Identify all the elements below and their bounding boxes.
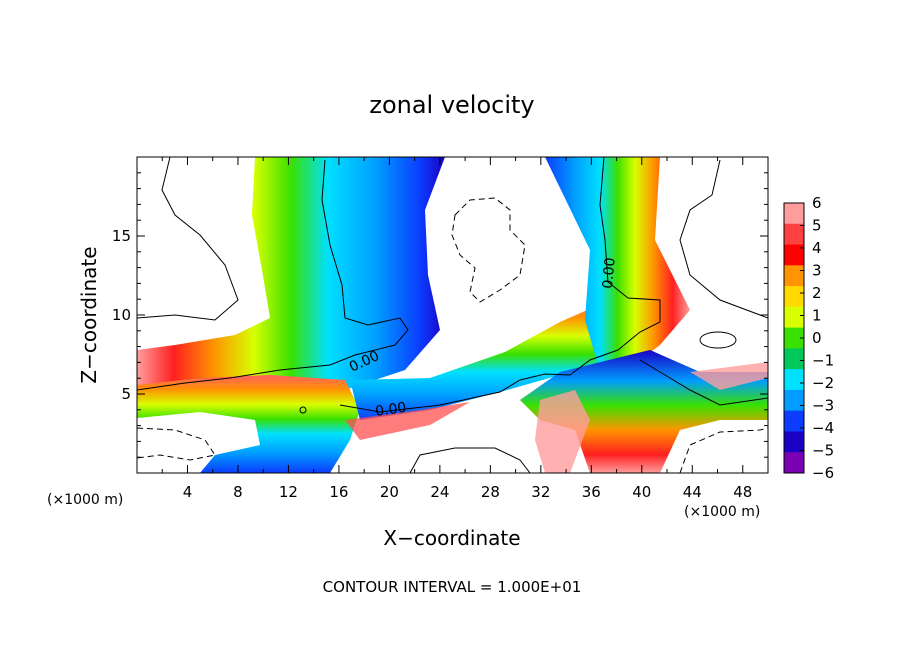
colorbar-tick-label: −3 bbox=[812, 397, 834, 415]
colorbar-tick-label: −6 bbox=[812, 464, 834, 482]
x-tick-label: 44 bbox=[683, 483, 702, 501]
x-tick-label: 28 bbox=[481, 483, 500, 501]
chart-title: zonal velocity bbox=[369, 91, 534, 119]
field-band-left-jet bbox=[137, 157, 445, 412]
x-tick-label: 20 bbox=[380, 483, 399, 501]
x-unit-label: (×1000 m) bbox=[684, 504, 760, 520]
colorbar-tick-label: 5 bbox=[812, 217, 822, 235]
velocity-field bbox=[137, 157, 768, 473]
colorbar: 6 5 4 3 2 1 0 −1 −2 −3 −4 −5 −6 bbox=[783, 194, 834, 482]
x-axis-title: X−coordinate bbox=[383, 526, 520, 550]
y-axis-title: Z−coordinate bbox=[77, 246, 101, 383]
colorbar-swatch bbox=[784, 431, 804, 453]
colorbar-swatch bbox=[784, 410, 804, 432]
colorbar-swatch bbox=[784, 286, 804, 308]
field-band-lower-left bbox=[137, 375, 360, 473]
colorbar-swatch bbox=[784, 223, 804, 246]
x-tick-label: 8 bbox=[233, 483, 243, 501]
contour-loop-small bbox=[299, 406, 307, 414]
contour-solid-topleft bbox=[137, 157, 239, 321]
field-band-right-jet bbox=[545, 157, 690, 372]
x-tick-label: 32 bbox=[531, 483, 550, 501]
contour-dashed-lowerright bbox=[679, 427, 768, 473]
colorbar-tick-label: 2 bbox=[812, 284, 822, 302]
colorbar-swatch bbox=[784, 327, 804, 349]
colorbar-swatch bbox=[784, 389, 804, 412]
contour-dashed-lowerleft bbox=[137, 427, 216, 461]
y-tick-label: 15 bbox=[112, 227, 131, 245]
field-band-bottom-left bbox=[535, 390, 590, 473]
field-band-bottom-red bbox=[345, 402, 470, 440]
x-tick-label: 4 bbox=[183, 483, 193, 501]
colorbar-tick-label: 4 bbox=[812, 239, 822, 257]
field-band-central bbox=[350, 300, 660, 420]
contour-zero-right bbox=[639, 359, 768, 406]
colorbar-tick-label: −1 bbox=[812, 352, 834, 370]
x-tick-label: 48 bbox=[733, 483, 752, 501]
colorbar-tick-label: 1 bbox=[812, 307, 822, 325]
y-unit-label: (×1000 m) bbox=[47, 492, 123, 508]
colorbar-swatch bbox=[784, 348, 804, 370]
contour-interval-note: CONTOUR INTERVAL = 1.000E+01 bbox=[323, 578, 582, 596]
y-axis-ticks: 5 10 15 bbox=[112, 172, 768, 458]
contour-solid-topright bbox=[679, 159, 768, 319]
contour-zero-left-jet bbox=[137, 159, 409, 391]
x-tick-label: 12 bbox=[279, 483, 298, 501]
colorbar-tick-label: −2 bbox=[812, 374, 834, 392]
colorbar-swatch bbox=[784, 452, 804, 474]
field-band-right-tail bbox=[690, 362, 768, 390]
x-tick-label: 24 bbox=[430, 483, 449, 501]
x-tick-label: 36 bbox=[582, 483, 601, 501]
contour-label: 0.00 bbox=[374, 400, 407, 420]
colorbar-swatch bbox=[784, 203, 804, 225]
x-tick-label: 16 bbox=[329, 483, 348, 501]
x-tick-label: 40 bbox=[632, 483, 651, 501]
contour-solid-bottom bbox=[409, 447, 531, 473]
contour-dashed-center bbox=[451, 197, 526, 303]
colorbar-tick-label: 6 bbox=[812, 194, 822, 212]
colorbar-swatch bbox=[784, 306, 804, 329]
colorbar-tick-label: 0 bbox=[812, 329, 822, 347]
x-axis-ticks: 4 8 12 16 20 24 28 32 36 40 44 48 bbox=[161, 157, 752, 501]
y-tick-label: 5 bbox=[121, 385, 131, 403]
colorbar-tick-label: 3 bbox=[812, 262, 822, 280]
contour-label: 0.00 bbox=[600, 257, 619, 289]
colorbar-swatch bbox=[784, 265, 804, 287]
colorbar-swatch bbox=[784, 244, 804, 266]
contour-zero-central bbox=[339, 157, 661, 413]
y-tick-label: 10 bbox=[112, 306, 131, 324]
colorbar-swatch bbox=[784, 369, 804, 391]
colorbar-tick-label: −4 bbox=[812, 419, 834, 437]
colorbar-tick-label: −5 bbox=[812, 442, 834, 460]
contour-loop-right bbox=[699, 331, 737, 349]
contour-lines bbox=[137, 157, 768, 473]
